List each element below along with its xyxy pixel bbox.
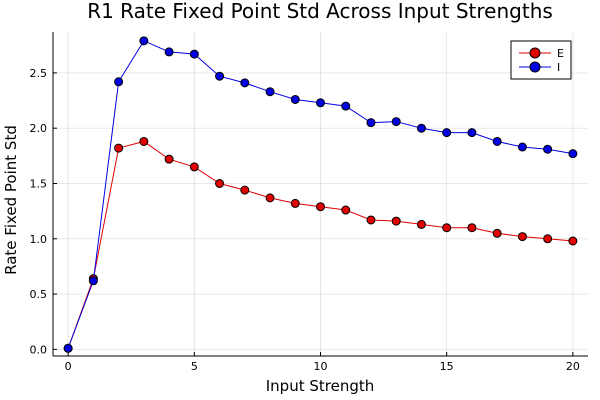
- data-point-i: [517, 142, 527, 152]
- data-point-e: [568, 236, 578, 246]
- data-point-e: [341, 205, 351, 215]
- data-point-e: [467, 223, 477, 233]
- legend-label-e: E: [557, 47, 564, 60]
- x-tick-label: 10: [314, 360, 328, 373]
- data-point-e: [492, 228, 502, 238]
- data-point-e: [189, 162, 199, 172]
- x-axis-title: Input Strength: [266, 377, 375, 395]
- legend-marker-i: [529, 61, 541, 73]
- legend-box: [510, 40, 572, 80]
- data-point-i: [63, 343, 73, 353]
- x-tick-label: 5: [191, 360, 198, 373]
- data-point-i: [316, 98, 325, 108]
- series-layer: [63, 36, 578, 353]
- data-point-i: [215, 71, 225, 81]
- y-axis-title: Rate Fixed Point Std: [2, 125, 20, 275]
- axis-ticks: 0 5 10 15 20 0.0 0.5 1.0 1.5 2.0 2.5: [30, 67, 580, 373]
- data-point-i: [240, 78, 250, 88]
- data-point-i: [189, 49, 199, 59]
- data-point-e: [366, 215, 376, 225]
- y-tick-label: 0.0: [30, 343, 48, 356]
- data-point-e: [265, 193, 275, 203]
- data-point-e: [543, 234, 553, 244]
- data-point-e: [391, 216, 401, 226]
- data-point-i: [467, 128, 477, 138]
- data-point-e: [316, 202, 325, 212]
- data-point-e: [139, 136, 149, 146]
- y-tick-label: 2.0: [30, 122, 48, 135]
- y-tick-label: 1.0: [30, 233, 48, 246]
- data-point-i: [492, 136, 502, 146]
- data-point-e: [517, 232, 527, 242]
- data-point-i: [568, 149, 578, 159]
- data-point-e: [114, 143, 124, 153]
- legend-marker-e: [529, 47, 541, 59]
- data-point-i: [265, 87, 275, 97]
- data-point-i: [139, 36, 149, 46]
- legend: EI: [510, 40, 572, 80]
- y-tick-label: 1.5: [30, 177, 48, 190]
- data-point-i: [416, 123, 426, 133]
- y-tick-label: 0.5: [30, 288, 48, 301]
- data-point-i: [391, 117, 401, 127]
- data-point-i: [114, 77, 124, 87]
- data-point-e: [215, 178, 225, 188]
- data-point-e: [240, 185, 250, 195]
- data-point-i: [341, 101, 351, 111]
- data-point-i: [164, 47, 174, 57]
- data-point-i: [88, 276, 98, 286]
- data-point-i: [543, 144, 553, 154]
- grid: [53, 32, 588, 356]
- x-tick-label: 20: [566, 360, 580, 373]
- x-tick-label: 15: [440, 360, 454, 373]
- chart-title: R1 Rate Fixed Point Std Across Input Str…: [87, 0, 553, 23]
- data-point-i: [366, 118, 376, 128]
- data-point-i: [290, 94, 300, 104]
- data-point-e: [290, 198, 300, 208]
- legend-label-i: I: [557, 61, 560, 74]
- data-point-e: [164, 154, 174, 164]
- data-point-e: [442, 223, 452, 233]
- data-point-e: [416, 219, 426, 229]
- y-tick-label: 2.5: [30, 67, 48, 80]
- data-point-i: [442, 128, 452, 138]
- x-tick-label: 0: [65, 360, 72, 373]
